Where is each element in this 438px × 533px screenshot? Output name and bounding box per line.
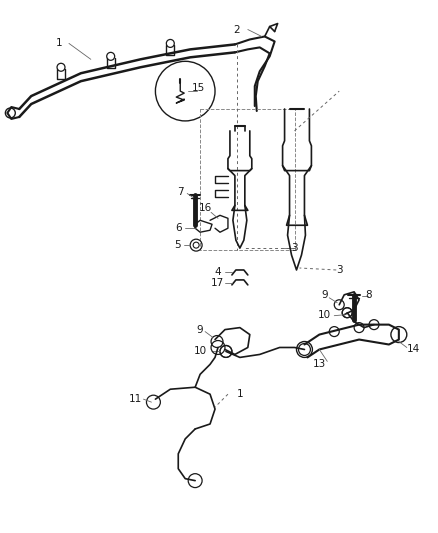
- Text: 10: 10: [194, 346, 207, 357]
- Text: 2: 2: [233, 25, 240, 35]
- Circle shape: [193, 242, 199, 248]
- Text: 14: 14: [407, 344, 420, 354]
- Text: 3: 3: [291, 243, 298, 253]
- Text: 17: 17: [210, 278, 224, 288]
- Text: 1: 1: [56, 38, 62, 49]
- Text: 5: 5: [174, 240, 180, 250]
- Text: 3: 3: [336, 265, 343, 275]
- Text: 9: 9: [197, 325, 203, 335]
- Text: 10: 10: [318, 310, 331, 320]
- Text: 8: 8: [366, 290, 372, 300]
- Text: 11: 11: [129, 394, 142, 404]
- Text: 9: 9: [321, 290, 328, 300]
- Text: 1: 1: [237, 389, 243, 399]
- Text: 13: 13: [313, 359, 326, 369]
- Text: 16: 16: [198, 204, 212, 213]
- Text: 4: 4: [215, 267, 221, 277]
- Text: 15: 15: [191, 83, 205, 93]
- Text: 6: 6: [175, 223, 182, 233]
- Text: 7: 7: [177, 188, 184, 197]
